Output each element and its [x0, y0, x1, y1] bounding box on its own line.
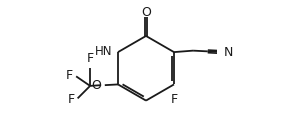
Text: O: O: [92, 79, 102, 92]
Text: F: F: [171, 92, 178, 106]
Text: HN: HN: [95, 45, 112, 58]
Text: F: F: [66, 69, 73, 82]
Text: O: O: [141, 6, 151, 19]
Text: N: N: [224, 46, 234, 59]
Text: F: F: [67, 93, 75, 106]
Text: F: F: [86, 52, 94, 65]
